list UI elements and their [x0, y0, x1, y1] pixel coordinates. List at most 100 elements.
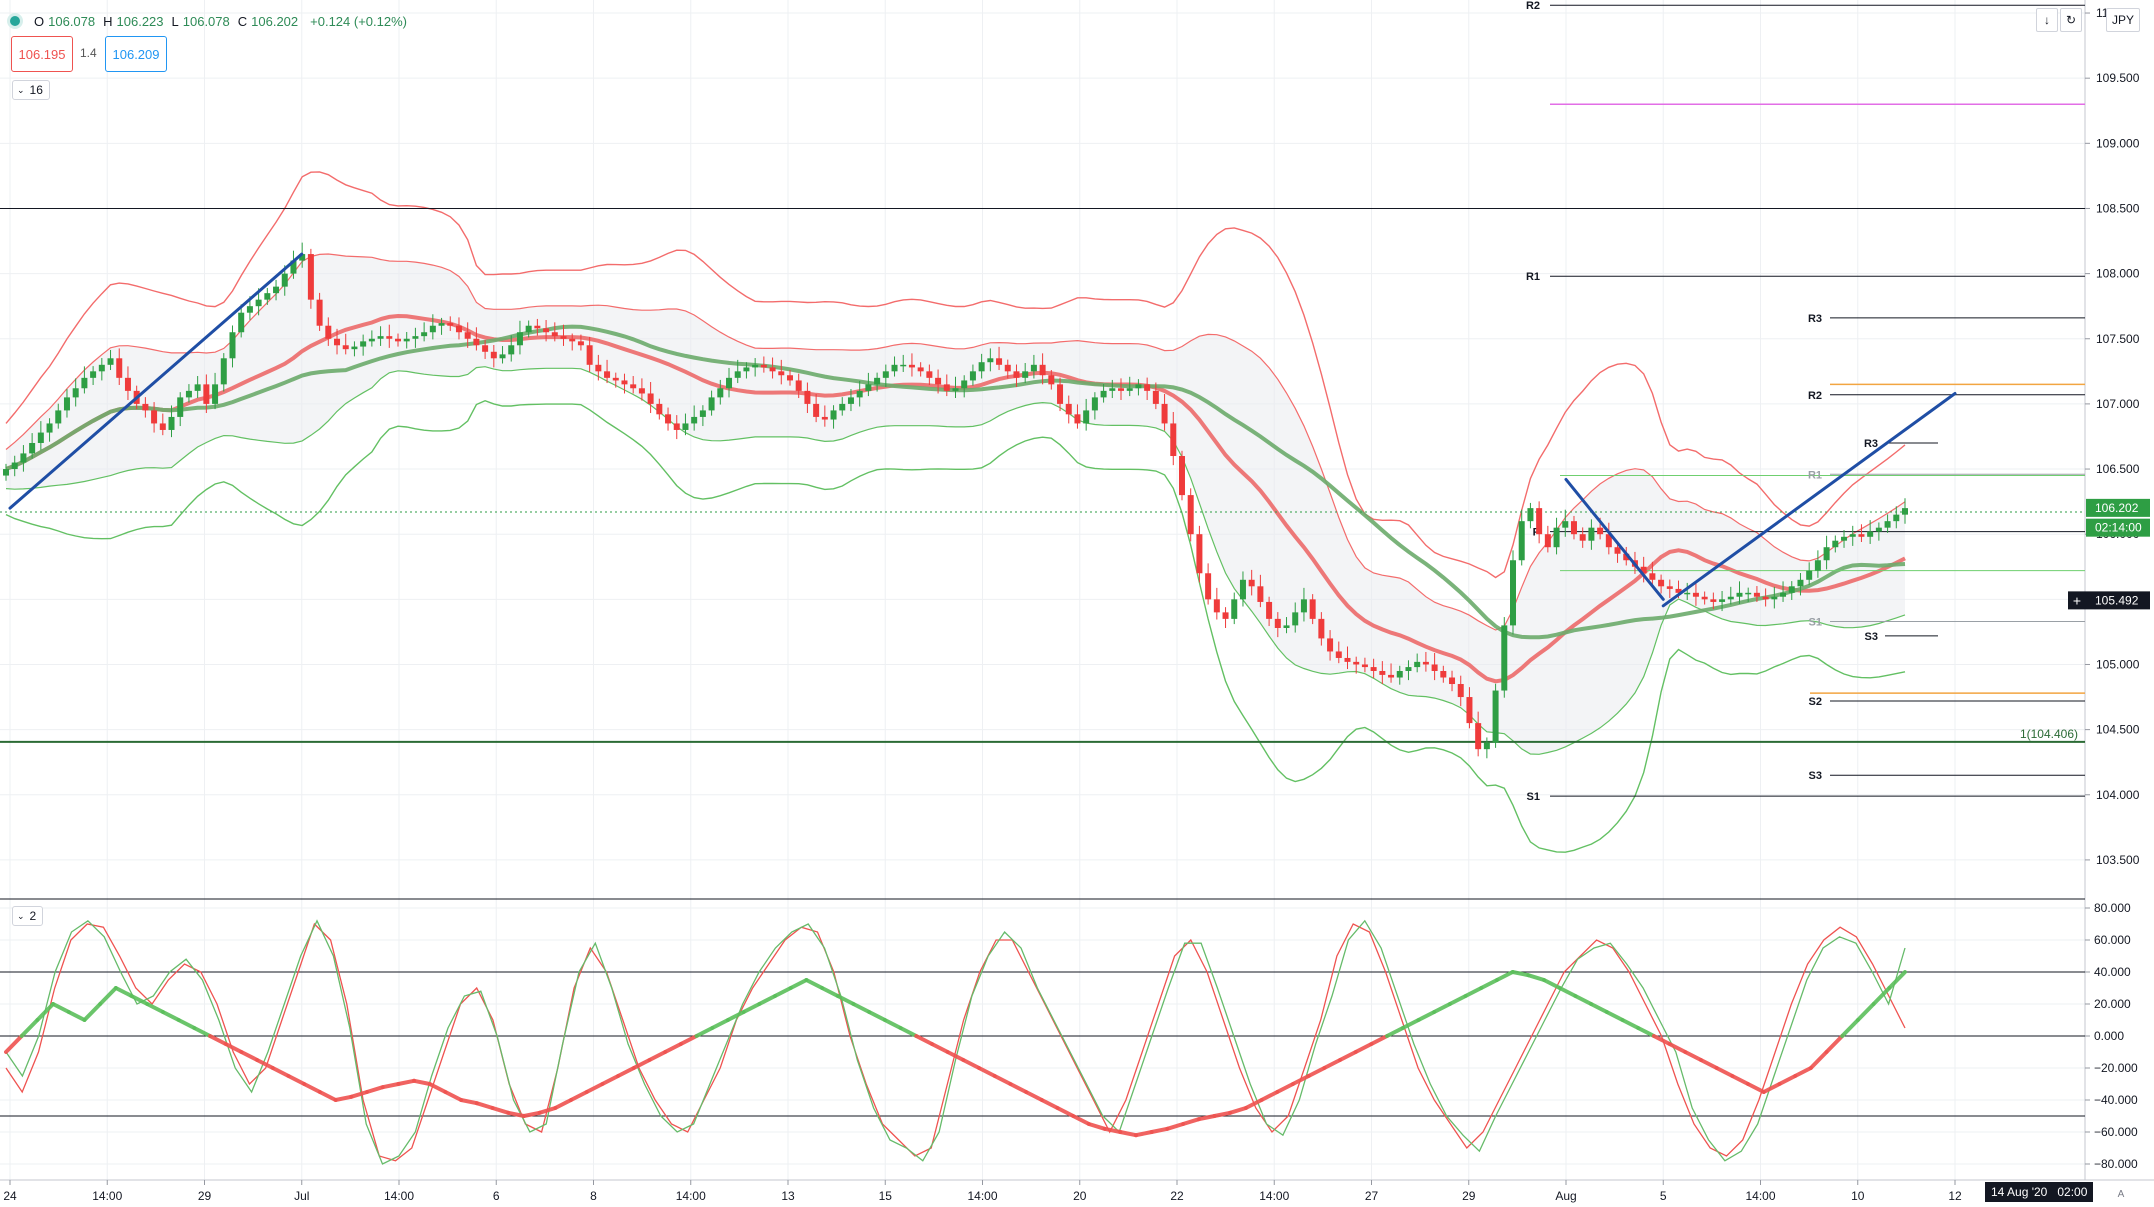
buy-button[interactable]: 106.209: [105, 36, 167, 72]
oscillator-signal-line: [5, 922, 1906, 1162]
candle-up: [3, 469, 9, 476]
candle-down: [778, 371, 785, 376]
candle-down: [1466, 697, 1473, 724]
candle-down: [1692, 592, 1699, 597]
candle-up: [37, 432, 44, 443]
candle-down: [630, 384, 637, 389]
candle-up: [212, 384, 219, 404]
price-label-crosshair-text: 105.492: [2095, 593, 2139, 607]
candle-up: [900, 364, 907, 367]
candle-up: [264, 293, 271, 300]
candle-down: [1257, 586, 1264, 602]
candle-down: [151, 410, 158, 424]
candle-up: [952, 388, 959, 391]
indicator-legend-toggle[interactable]: ⌄ 2: [12, 906, 44, 926]
candle-up: [1083, 410, 1090, 424]
price-tick-label: 107.500: [2096, 332, 2140, 346]
fib-level-label: 1(104.406): [2020, 727, 2078, 741]
candle-down: [1388, 674, 1395, 678]
candle-down: [1004, 364, 1011, 372]
oscillator-main-segment: [1604, 1010, 1625, 1022]
candle-down: [1335, 651, 1342, 658]
candle-up: [1126, 388, 1133, 391]
candle-up: [682, 423, 689, 430]
candle-up: [1736, 592, 1743, 597]
trend-lines[interactable]: [8, 252, 1957, 608]
oscillator-main-segment: [710, 1018, 730, 1030]
download-button[interactable]: ↓: [2036, 8, 2058, 32]
candle-down: [1309, 599, 1316, 619]
candle-down: [473, 338, 480, 346]
candle-up: [1902, 508, 1908, 515]
candle-up: [1483, 742, 1490, 750]
candle-down: [543, 328, 550, 333]
candle-down: [595, 364, 602, 372]
oscillator-main-segment: [459, 1098, 479, 1106]
candle-up: [421, 332, 428, 337]
candle-down: [1623, 553, 1630, 561]
pivot-label-r2: R2: [1808, 390, 1822, 402]
candle-down: [943, 384, 950, 391]
candle-down: [455, 325, 462, 333]
sell-button[interactable]: 106.195: [11, 36, 73, 72]
oscillator-main-segment: [898, 1026, 919, 1038]
pivot-label-r1: R1: [1808, 469, 1822, 481]
inner-lower-band-line: [5, 366, 1906, 755]
refresh-button[interactable]: ↻: [2060, 8, 2082, 32]
oscillator-main-segment: [1118, 1130, 1138, 1138]
candle-down: [1361, 664, 1368, 668]
oscillator-main-segment: [1133, 1130, 1154, 1138]
oscillator-main-segment: [521, 1110, 542, 1118]
oscillator-main-segment: [1338, 1050, 1358, 1062]
ohlc-high-value: 106.223: [116, 13, 164, 29]
candle-up: [839, 403, 846, 411]
candle-up: [368, 338, 375, 342]
main-legend-toggle[interactable]: ⌄ 16: [12, 80, 50, 100]
oscillator-main-segment: [1102, 1126, 1123, 1134]
price-label-countdown-text: 02:14:00: [2095, 521, 2142, 535]
oscillator-main-segment: [255, 1058, 275, 1070]
oscillator-main-segment: [725, 1010, 746, 1022]
candle-up: [238, 312, 245, 333]
candle-down: [1213, 599, 1220, 613]
oscillator-main-segment: [1636, 1026, 1656, 1038]
oscillator-main-segment: [1479, 978, 1499, 990]
candle-down: [1039, 364, 1046, 376]
oscillator-main-segment: [192, 1026, 213, 1038]
oscillator-main-segment: [835, 994, 856, 1006]
candle-up: [1518, 521, 1525, 561]
currency-button[interactable]: JPY: [2106, 8, 2140, 32]
oscillator-main-segment: [427, 1082, 448, 1094]
candle-up: [1510, 560, 1517, 626]
auto-scale-button[interactable]: A: [2117, 1188, 2125, 1200]
candle-down: [1762, 596, 1769, 600]
oscillator-main-segment: [1055, 1106, 1076, 1118]
candle-down: [569, 338, 576, 342]
oscillator-main-segment: [1071, 1114, 1091, 1126]
oscillator-main-segment: [977, 1066, 997, 1078]
ohlc-open-label: O: [34, 13, 45, 29]
candle-down: [656, 403, 663, 415]
candle-down: [316, 299, 323, 326]
candle-down: [203, 384, 210, 404]
candle-down: [1144, 384, 1151, 391]
oscillator-main-segment: [1526, 973, 1547, 982]
candle-down: [612, 377, 619, 381]
oscillator-main-segment: [914, 1034, 934, 1046]
candle-up: [1135, 384, 1142, 389]
candle-down: [1370, 667, 1377, 671]
oscillator-main-segment: [647, 1050, 668, 1062]
candle-up: [1414, 661, 1421, 668]
oscillator-main-segment: [1369, 1034, 1390, 1046]
ohlc-legend: O 106.078 H 106.223 L 106.078 C 106.202 +0.1…: [10, 10, 411, 32]
market-status-icon[interactable]: [10, 16, 20, 26]
time-tick-label: 14:00: [1745, 1189, 1775, 1203]
pivot-label-r3: R3: [1808, 313, 1822, 325]
candle-up: [281, 273, 288, 287]
candle-up: [1109, 388, 1116, 391]
candle-down: [1658, 579, 1665, 587]
oscillator-main-segment: [145, 1002, 165, 1014]
oscillator-main-segment: [773, 986, 793, 998]
arrow-down-icon: ↓: [2044, 13, 2050, 27]
